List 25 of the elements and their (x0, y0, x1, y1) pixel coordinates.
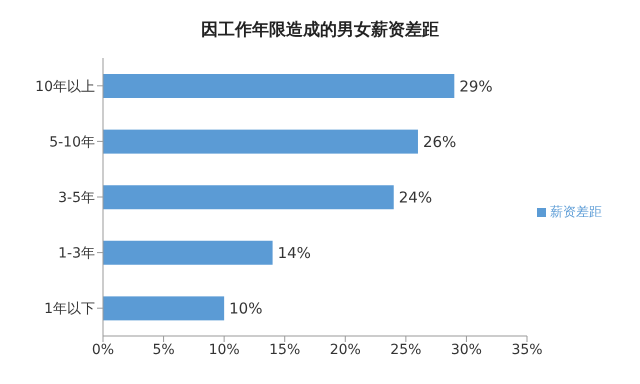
x-tick-label: 20% (330, 342, 361, 358)
data-label: 10% (229, 300, 262, 318)
chart-title: 因工作年限造成的男女薪资差距 (200, 19, 440, 42)
x-tick-label: 15% (269, 342, 300, 358)
y-tick-label: 3-5年 (58, 190, 95, 206)
bar (103, 296, 224, 320)
x-tick-label: 5% (152, 342, 175, 358)
data-label: 26% (422, 132, 456, 151)
legend-label: 薪资差距 (550, 205, 602, 220)
x-tick-label: 10% (208, 342, 240, 358)
y-tick-label: 10年以上 (35, 78, 95, 95)
x-tick-label: 30% (450, 342, 482, 358)
data-label: 24% (398, 188, 432, 207)
y-tick-label: 5-10年 (49, 134, 95, 150)
y-tick-label: 1-3年 (58, 246, 95, 262)
x-tick-label: 35% (511, 342, 543, 358)
bar (103, 74, 454, 98)
x-tick-label: 0% (92, 342, 114, 358)
y-tick-label: 1年以下 (44, 301, 95, 318)
data-label: 29% (459, 77, 493, 96)
x-tick-label: 25% (390, 342, 422, 358)
bar (103, 185, 394, 210)
bar (103, 130, 418, 154)
data-label: 14% (278, 244, 311, 262)
bar (103, 240, 273, 265)
